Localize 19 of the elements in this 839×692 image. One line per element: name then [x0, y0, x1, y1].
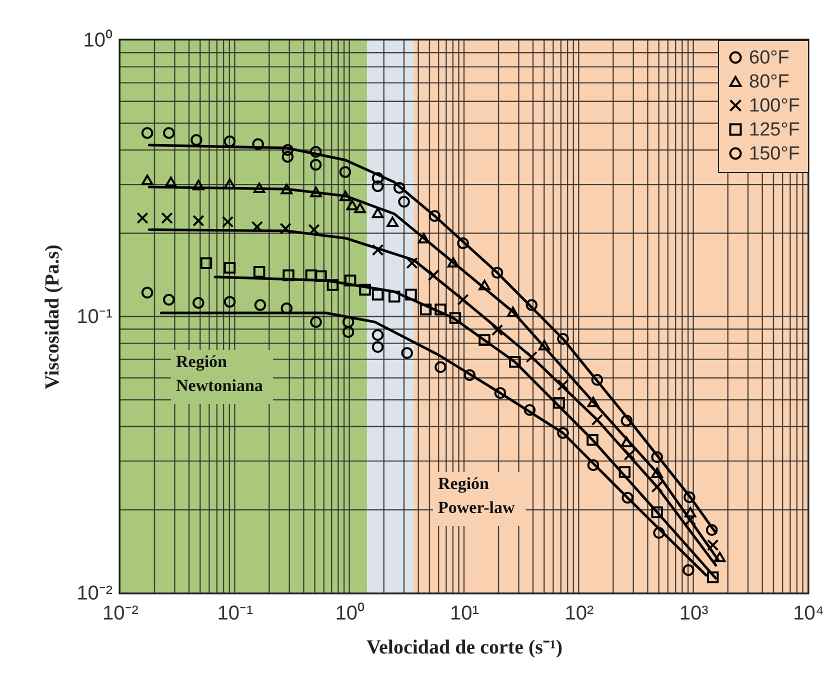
legend-label: 125°F [749, 120, 800, 140]
x-axis-title: Velocidad de corte (s⁻¹) [366, 636, 563, 658]
legend-label: 80°F [749, 72, 790, 92]
y-tick-label: 10⁰ [83, 28, 112, 52]
y-tick-label: 10⁻¹ [76, 306, 113, 328]
x-tick-label: 10¹ [450, 602, 480, 624]
x-tick-label: 10⁴ [793, 602, 824, 624]
annotation: Región Newtoniana [176, 352, 264, 395]
x-tick-label: 10⁻² [102, 602, 139, 624]
x-tick-label: 10⁰ [335, 602, 364, 624]
legend-label: 60°F [749, 48, 790, 68]
x-tick-label: 10² [564, 602, 594, 624]
annotation: Región Power-law [438, 474, 516, 517]
x-tick-label: 10⁻¹ [217, 602, 254, 624]
legend-label: 100°F [749, 96, 800, 116]
y-axis-title: Viscosidad (Pa.s) [42, 244, 64, 390]
x-tick-label: 10³ [679, 602, 709, 624]
legend-label: 150°F [749, 144, 800, 164]
y-tick-label: 10⁻² [76, 582, 113, 604]
